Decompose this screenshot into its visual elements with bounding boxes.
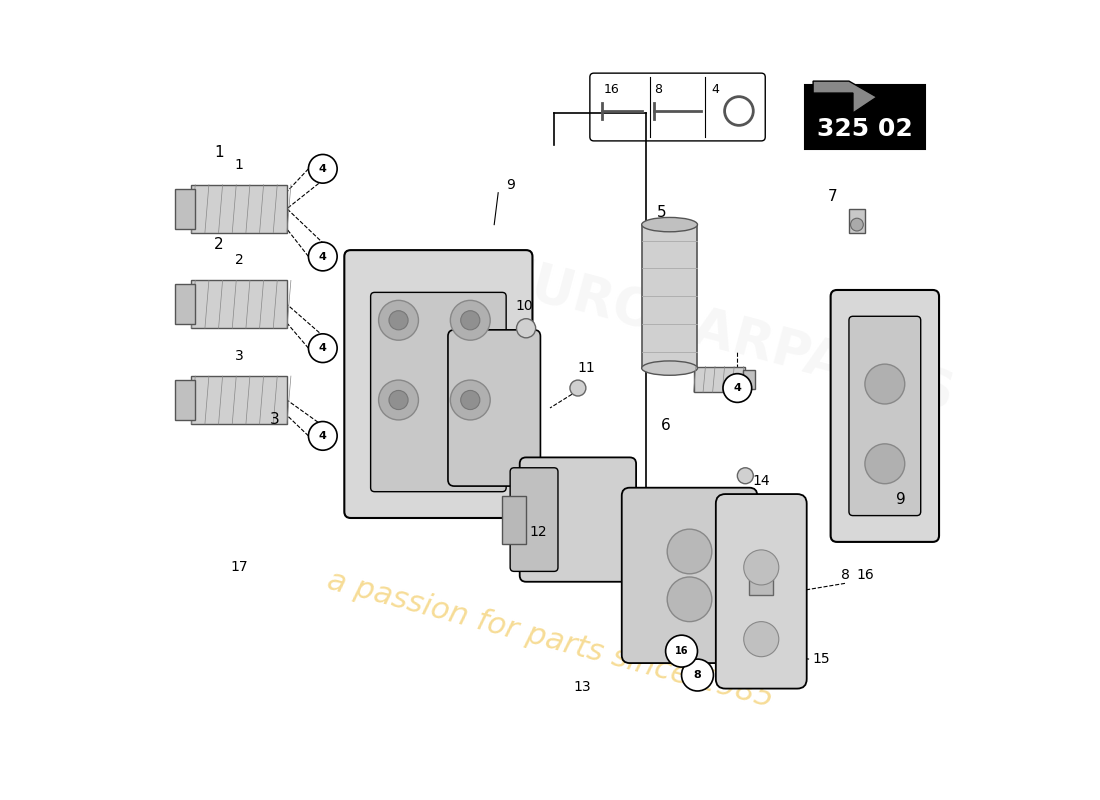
Circle shape bbox=[450, 300, 491, 340]
Text: 4: 4 bbox=[319, 343, 327, 353]
Bar bbox=[175, 380, 195, 420]
Text: 2: 2 bbox=[234, 254, 243, 267]
Circle shape bbox=[389, 310, 408, 330]
Circle shape bbox=[308, 334, 337, 362]
Bar bbox=[191, 281, 287, 328]
Text: 7: 7 bbox=[828, 190, 838, 204]
Bar bbox=[693, 366, 746, 392]
Circle shape bbox=[668, 529, 712, 574]
Ellipse shape bbox=[641, 361, 697, 375]
FancyBboxPatch shape bbox=[716, 494, 806, 689]
Circle shape bbox=[865, 364, 905, 404]
Circle shape bbox=[737, 468, 754, 484]
Circle shape bbox=[308, 422, 337, 450]
Text: 10: 10 bbox=[516, 299, 534, 313]
Text: a passion for parts since 1985: a passion for parts since 1985 bbox=[323, 566, 777, 713]
Text: 16: 16 bbox=[604, 82, 619, 95]
Text: 15: 15 bbox=[812, 652, 829, 666]
Text: 3: 3 bbox=[234, 349, 243, 363]
Circle shape bbox=[308, 154, 337, 183]
Text: 3: 3 bbox=[271, 413, 279, 427]
Text: 8: 8 bbox=[694, 670, 702, 680]
Bar bbox=[175, 189, 195, 229]
Text: 4: 4 bbox=[319, 164, 327, 174]
FancyBboxPatch shape bbox=[448, 330, 540, 486]
Text: 12: 12 bbox=[529, 525, 547, 538]
Text: 4: 4 bbox=[734, 383, 741, 393]
Bar bbox=[805, 85, 925, 149]
Text: 14: 14 bbox=[752, 474, 770, 488]
Circle shape bbox=[744, 622, 779, 657]
FancyBboxPatch shape bbox=[344, 250, 532, 518]
Circle shape bbox=[450, 380, 491, 420]
Text: 325 02: 325 02 bbox=[817, 117, 913, 141]
Text: 17: 17 bbox=[230, 561, 248, 574]
Circle shape bbox=[744, 550, 779, 585]
Text: 4: 4 bbox=[319, 431, 327, 441]
Bar bbox=[191, 376, 287, 424]
Circle shape bbox=[517, 318, 536, 338]
Bar bbox=[175, 285, 195, 324]
Text: 8: 8 bbox=[653, 82, 661, 95]
Circle shape bbox=[682, 659, 714, 691]
Circle shape bbox=[378, 380, 418, 420]
Bar bbox=[503, 496, 526, 543]
Ellipse shape bbox=[641, 218, 697, 232]
Text: 4: 4 bbox=[712, 82, 719, 95]
Circle shape bbox=[668, 577, 712, 622]
Text: 16: 16 bbox=[856, 568, 873, 582]
Circle shape bbox=[461, 390, 480, 410]
Circle shape bbox=[461, 310, 480, 330]
Bar bbox=[641, 225, 697, 368]
FancyBboxPatch shape bbox=[519, 458, 636, 582]
Circle shape bbox=[850, 218, 864, 231]
Circle shape bbox=[723, 374, 751, 402]
Circle shape bbox=[378, 300, 418, 340]
Text: 6: 6 bbox=[661, 418, 671, 433]
Bar bbox=[849, 209, 865, 233]
Text: 13: 13 bbox=[573, 680, 591, 694]
Text: 9: 9 bbox=[895, 492, 905, 507]
Circle shape bbox=[570, 380, 586, 396]
Text: 4: 4 bbox=[319, 251, 327, 262]
Circle shape bbox=[666, 635, 697, 667]
Bar bbox=[749, 575, 773, 595]
Polygon shape bbox=[813, 81, 877, 113]
Circle shape bbox=[389, 390, 408, 410]
Text: 1: 1 bbox=[214, 146, 224, 160]
Text: 9: 9 bbox=[506, 178, 515, 192]
Text: 1: 1 bbox=[234, 158, 243, 172]
Bar bbox=[742, 370, 755, 389]
Circle shape bbox=[865, 444, 905, 484]
FancyBboxPatch shape bbox=[371, 292, 506, 492]
Text: 11: 11 bbox=[578, 361, 595, 375]
FancyBboxPatch shape bbox=[621, 488, 757, 663]
FancyBboxPatch shape bbox=[849, 316, 921, 515]
Text: EUROCARPARTS: EUROCARPARTS bbox=[491, 250, 960, 422]
Bar bbox=[191, 185, 287, 233]
Text: 5: 5 bbox=[657, 205, 667, 220]
FancyBboxPatch shape bbox=[830, 290, 939, 542]
Text: 16: 16 bbox=[674, 646, 689, 656]
Circle shape bbox=[308, 242, 337, 271]
Text: 8: 8 bbox=[840, 568, 849, 582]
Text: 2: 2 bbox=[214, 237, 224, 252]
FancyBboxPatch shape bbox=[510, 468, 558, 571]
